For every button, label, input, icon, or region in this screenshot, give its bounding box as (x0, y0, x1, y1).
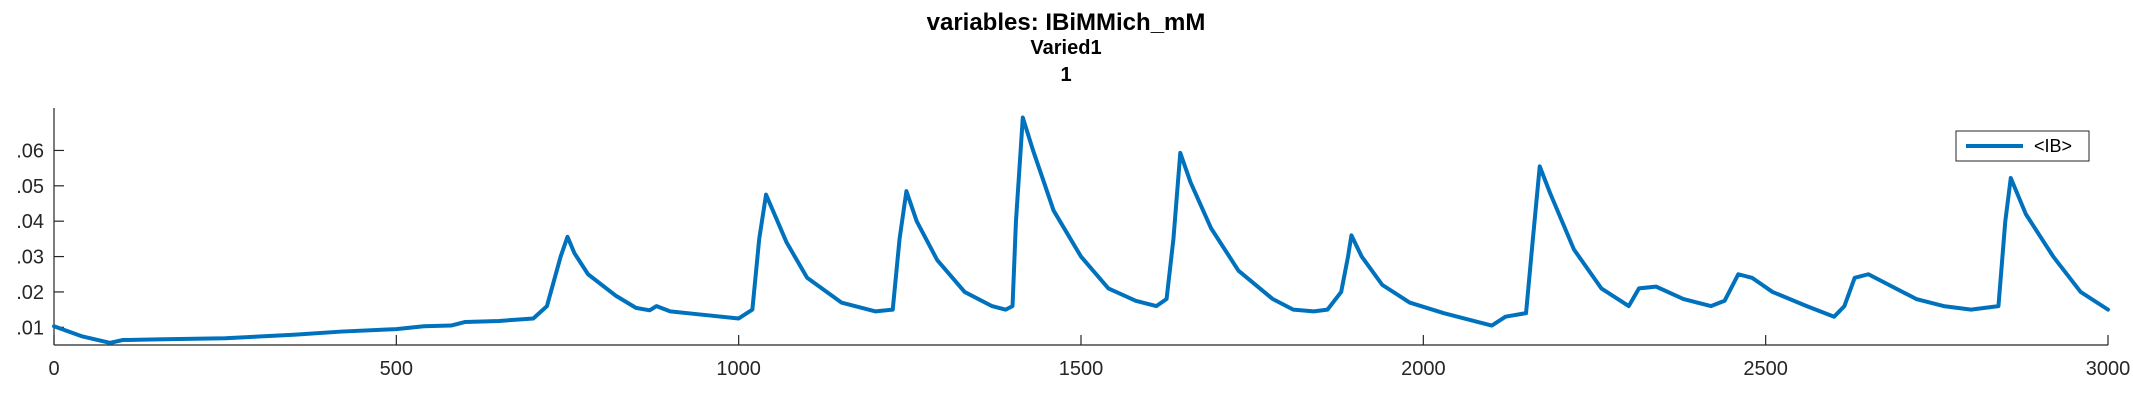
x-tick-label: 1000 (716, 358, 761, 380)
y-tick-label: .01 (16, 317, 44, 339)
chart-title: variables: IBiMMich_mM (927, 9, 1206, 36)
x-tick-label: 0 (48, 358, 59, 380)
y-tick-label: .02 (16, 282, 44, 304)
chart-subtitle-index: 1 (1060, 64, 1071, 86)
legend-entry-label: <IB> (2034, 136, 2072, 156)
y-tick-label: .05 (16, 176, 44, 198)
x-tick-label: 500 (380, 358, 413, 380)
y-tick-label: .04 (16, 211, 44, 233)
x-tick-label: 1500 (1059, 358, 1104, 380)
chart-titles: variables: IBiMMich_mM Varied1 1 (927, 9, 1206, 86)
plot-area (52, 115, 2110, 345)
y-tick-label: .03 (16, 247, 44, 269)
x-tick-label: 3000 (2086, 358, 2131, 380)
chart-legend[interactable]: <IB> (1955, 130, 2090, 162)
y-tick-label: .06 (16, 140, 44, 162)
chart-subtitle-varied: Varied1 (1030, 37, 1101, 59)
series-line-0 (52, 115, 2110, 345)
chart-axes: 0 500 1000 1500 2000 2500 3000 .01 .02 .03 .04 .05.… (16, 108, 2130, 380)
x-tick-label: 2500 (1743, 358, 1788, 380)
x-tick-label: 2000 (1401, 358, 1446, 380)
